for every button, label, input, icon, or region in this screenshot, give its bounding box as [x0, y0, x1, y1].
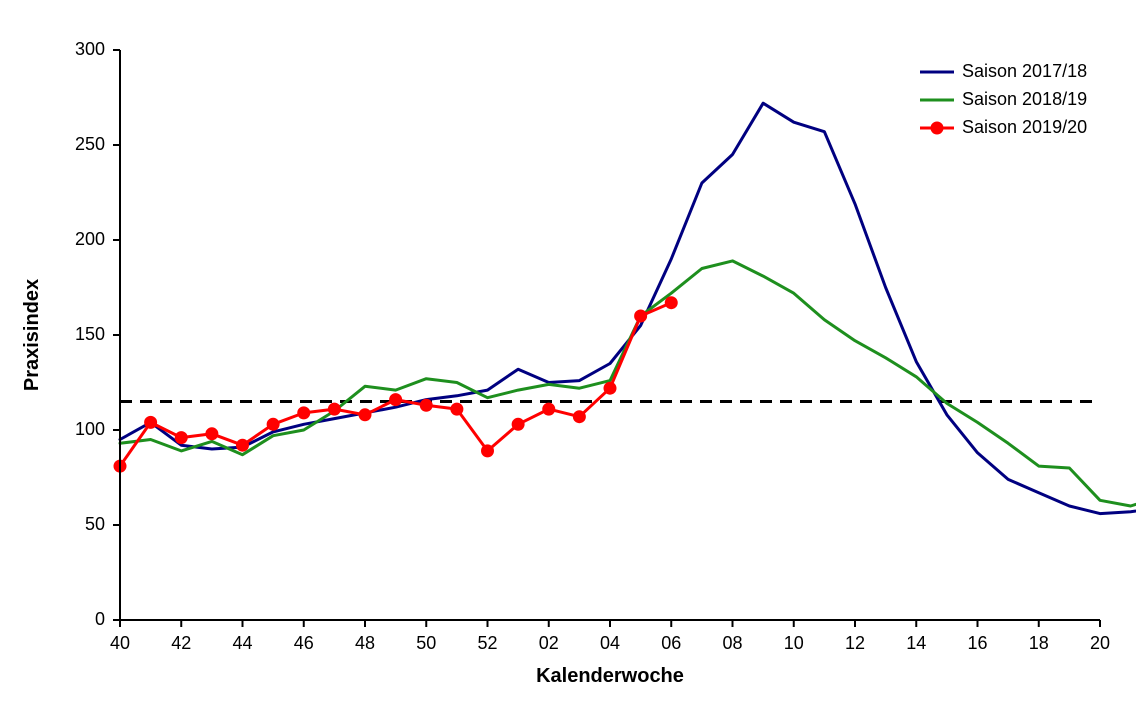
series-marker-s2019: [482, 445, 494, 457]
x-tick-label: 08: [722, 633, 742, 653]
series-marker-s2019: [451, 403, 463, 415]
y-tick-label: 50: [85, 514, 105, 534]
legend-label: Saison 2018/19: [962, 89, 1087, 109]
y-tick-label: 100: [75, 419, 105, 439]
x-tick-label: 48: [355, 633, 375, 653]
x-tick-label: 20: [1090, 633, 1110, 653]
series-marker-s2019: [298, 407, 310, 419]
series-marker-s2019: [328, 403, 340, 415]
series-marker-s2019: [237, 439, 249, 451]
series-marker-s2019: [267, 418, 279, 430]
series-marker-s2019: [573, 411, 585, 423]
x-tick-label: 50: [416, 633, 436, 653]
series-marker-s2019: [145, 416, 157, 428]
x-axis-title: Kalenderwoche: [536, 665, 684, 687]
line-chart: 0 50 100 150 200 250 300 40 42 44 46 48 50 52 02 04 06 08…: [0, 0, 1136, 718]
x-tick-label: 52: [477, 633, 497, 653]
series-marker-s2019: [665, 297, 677, 309]
series-marker-s2019: [420, 399, 432, 411]
y-tick-label: 0: [95, 609, 105, 629]
x-tick-label: 16: [967, 633, 987, 653]
x-tick-label: 46: [294, 633, 314, 653]
series-marker-s2019: [175, 432, 187, 444]
series-marker-s2019: [359, 409, 371, 421]
x-tick-label: 04: [600, 633, 620, 653]
x-tick-label: 06: [661, 633, 681, 653]
x-tick-label: 02: [539, 633, 559, 653]
series-marker-s2019: [390, 394, 402, 406]
series-marker-s2019: [206, 428, 218, 440]
x-tick-label: 14: [906, 633, 926, 653]
legend-label: Saison 2019/20: [962, 117, 1087, 137]
x-tick-label: 42: [171, 633, 191, 653]
x-tick-label: 44: [232, 633, 252, 653]
chart-container: 0 50 100 150 200 250 300 40 42 44 46 48 50 52 02 04 06 08…: [0, 0, 1136, 718]
legend-label: Saison 2017/18: [962, 61, 1087, 81]
y-tick-label: 150: [75, 324, 105, 344]
legend-swatch-marker: [931, 122, 943, 134]
y-axis-title: Praxisindex: [21, 279, 43, 391]
series-marker-s2019: [543, 403, 555, 415]
y-tick-label: 250: [75, 134, 105, 154]
x-tick-label: 12: [845, 633, 865, 653]
series-marker-s2019: [635, 310, 647, 322]
x-tick-label: 40: [110, 633, 130, 653]
x-tick-label: 10: [784, 633, 804, 653]
y-tick-label: 200: [75, 229, 105, 249]
series-marker-s2019: [604, 382, 616, 394]
series-marker-s2019: [512, 418, 524, 430]
y-tick-label: 300: [75, 39, 105, 59]
x-tick-label: 18: [1029, 633, 1049, 653]
